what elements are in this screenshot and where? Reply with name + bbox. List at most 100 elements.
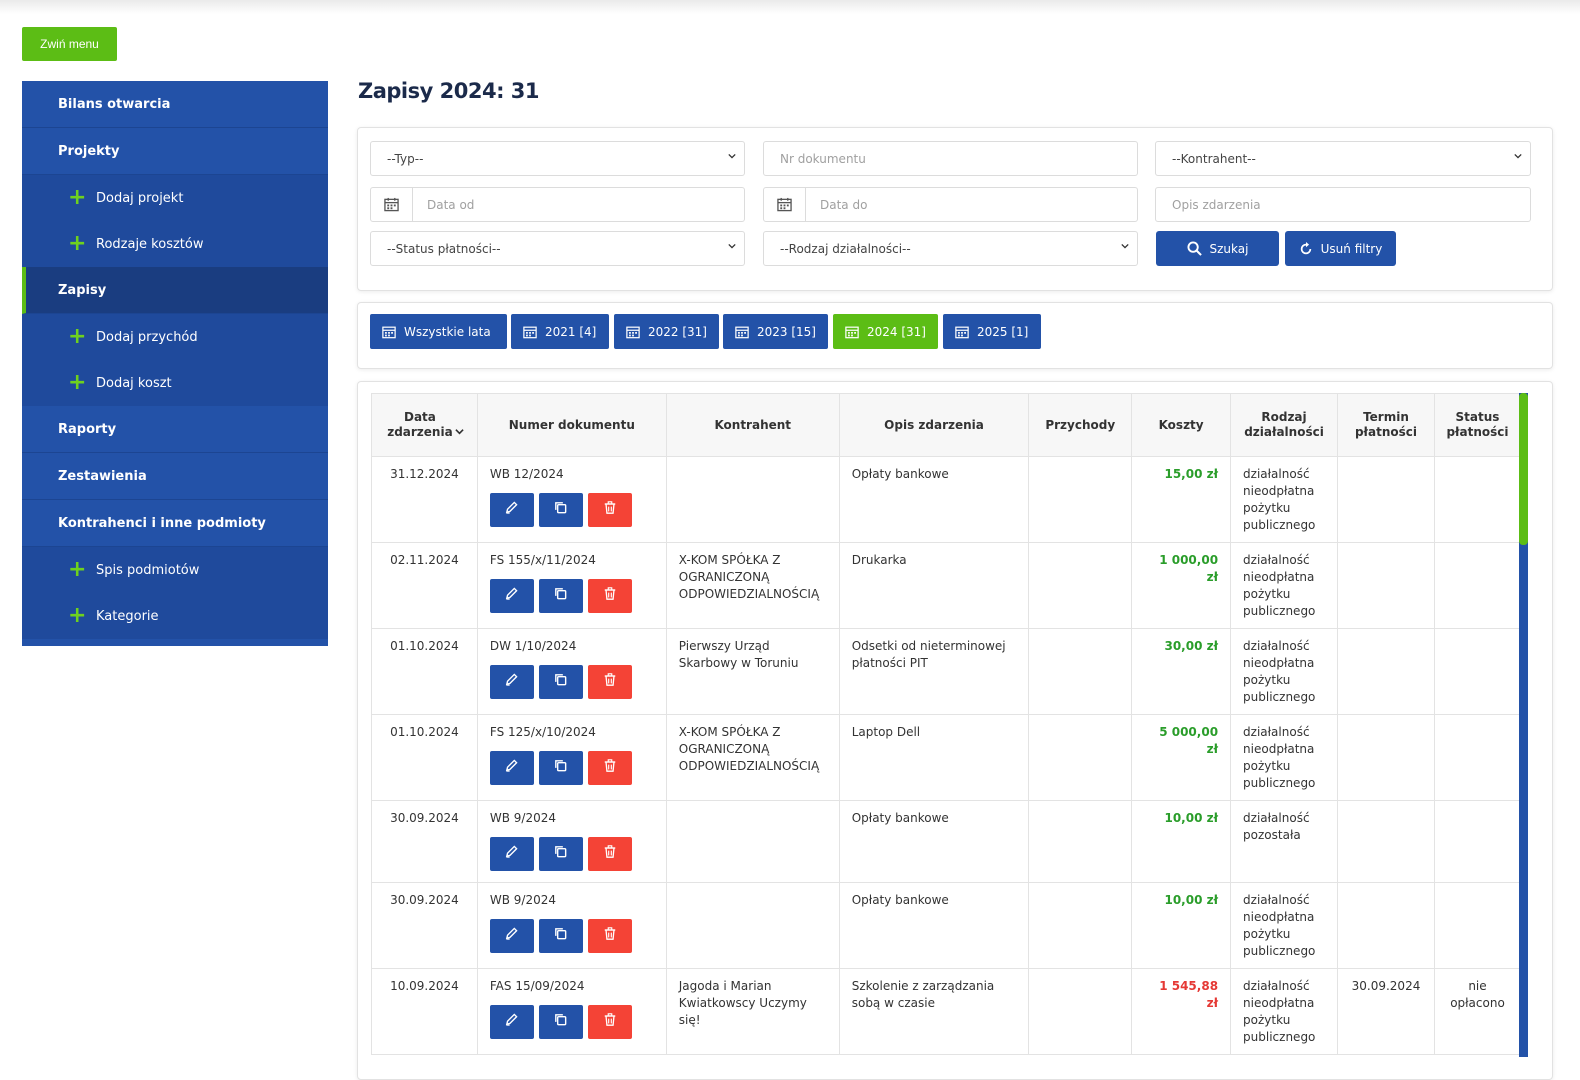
edit-button[interactable] (489, 493, 534, 527)
trash-icon (603, 1012, 617, 1032)
year-tab-label: 2022 [31] (648, 324, 707, 339)
cell-due-date (1337, 628, 1435, 715)
cell-income (1028, 714, 1133, 801)
year-tab-2021[interactable]: 2021 [4] (511, 314, 609, 349)
chevron-down-icon (1121, 243, 1129, 249)
sidebar-item-categories[interactable]: + Kategorie (22, 593, 328, 639)
type-select[interactable]: --Typ-- (370, 141, 745, 176)
doc-number-text: WB 12/2024 (489, 467, 564, 481)
plus-icon: + (68, 370, 87, 395)
calendar-icon[interactable] (371, 188, 413, 221)
pencil-icon (504, 758, 519, 778)
trash-icon (603, 672, 617, 692)
row-actions (489, 579, 654, 613)
year-tab-label: 2023 [15] (757, 324, 816, 339)
plus-icon: + (68, 603, 87, 628)
scrollbar-track[interactable] (1519, 393, 1528, 1057)
edit-button[interactable] (489, 1005, 534, 1039)
collapse-menu-button[interactable]: Zwiń menu (22, 27, 117, 61)
contractor-select[interactable]: --Kontrahent-- (1155, 141, 1531, 176)
pencil-icon (504, 844, 519, 864)
activity-type-select[interactable]: --Rodzaj działalności-- (763, 231, 1138, 266)
date-to-input[interactable]: Data do (763, 187, 1138, 222)
trash-icon (603, 926, 617, 946)
sort-icon[interactable] (455, 427, 464, 436)
scrollbar-thumb[interactable] (1519, 393, 1528, 545)
year-tab-2022[interactable]: 2022 [31] (614, 314, 719, 349)
doc-number-text: WB 9/2024 (489, 893, 557, 907)
sidebar-item-opening-balance[interactable]: Bilans otwarcia (22, 81, 328, 128)
date-from-input[interactable]: Data od (370, 187, 745, 222)
cell-due-date (1337, 456, 1435, 543)
sidebar-item-entity-list[interactable]: + Spis podmiotów (22, 547, 328, 593)
refresh-icon (1300, 241, 1311, 254)
delete-button[interactable] (587, 751, 632, 785)
sidebar-item-entries[interactable]: Zapisy (22, 267, 328, 314)
column-header-description: Opis zdarzenia (838, 393, 1030, 457)
duplicate-button[interactable] (538, 665, 583, 699)
entries-table: Data zdarzenia Numer dokumentu Kontrahen… (371, 393, 1522, 1055)
cell-payment-status (1433, 456, 1522, 543)
delete-button[interactable] (587, 579, 632, 613)
chevron-down-icon (728, 153, 736, 159)
edit-button[interactable] (489, 665, 534, 699)
search-icon (1186, 241, 1202, 256)
clear-filters-button[interactable]: Usuń filtry (1285, 231, 1396, 266)
edit-button[interactable] (489, 751, 534, 785)
cell-doc-number: FS 155/x/11/2024 (476, 542, 667, 629)
doc-number-text: DW 1/10/2024 (489, 639, 577, 653)
doc-number-text: FS 155/x/11/2024 (489, 553, 596, 567)
duplicate-button[interactable] (538, 919, 583, 953)
pencil-icon (504, 500, 519, 520)
cell-contractor: Jagoda i Marian Kwiatkowscy Uczymy się! (665, 968, 840, 1055)
date-from-placeholder: Data od (427, 197, 475, 212)
delete-button[interactable] (587, 665, 632, 699)
year-tab-2024[interactable]: 2024 [31] (833, 314, 938, 349)
description-input[interactable]: Opis zdarzenia (1155, 187, 1531, 222)
sidebar-item-cost-types[interactable]: + Rodzaje kosztów (22, 221, 328, 267)
year-tab-2023[interactable]: 2023 [15] (723, 314, 828, 349)
plus-icon: + (68, 557, 87, 582)
type-select-value: --Typ-- (387, 151, 424, 166)
cell-description: Opłaty bankowe (838, 800, 1030, 883)
payment-status-select[interactable]: --Status płatności-- (370, 231, 745, 266)
duplicate-button[interactable] (538, 579, 583, 613)
sidebar-item-projects[interactable]: Projekty (22, 128, 328, 175)
sidebar-item-contractors[interactable]: Kontrahenci i inne podmioty (22, 500, 328, 547)
calendar-icon[interactable] (764, 188, 806, 221)
sidebar-item-label: Kategorie (96, 608, 159, 624)
year-tab-all[interactable]: Wszystkie lata (370, 314, 507, 349)
sidebar-item-summaries[interactable]: Zestawienia (22, 453, 328, 500)
doc-number-text: WB 9/2024 (489, 811, 557, 825)
sidebar-item-reports[interactable]: Raporty (22, 406, 328, 453)
pencil-icon (504, 1012, 519, 1032)
delete-button[interactable] (587, 493, 632, 527)
delete-button[interactable] (587, 919, 632, 953)
sidebar-item-label: Dodaj projekt (96, 190, 184, 206)
sidebar-item-add-income[interactable]: + Dodaj przychód (22, 314, 328, 360)
duplicate-button[interactable] (538, 1005, 583, 1039)
edit-button[interactable] (489, 579, 534, 613)
sidebar-item-add-cost[interactable]: + Dodaj koszt (22, 360, 328, 406)
duplicate-button[interactable] (538, 837, 583, 871)
column-header-date[interactable]: Data zdarzenia (371, 393, 478, 457)
table-row: 01.10.2024 FS 125/x/10/2024 X-KOM SPÓŁKA Z… (371, 714, 1522, 801)
doc-number-input[interactable]: Nr dokumentu (763, 141, 1138, 176)
row-actions (489, 837, 654, 871)
duplicate-button[interactable] (538, 751, 583, 785)
duplicate-button[interactable] (538, 493, 583, 527)
cell-doc-number: DW 1/10/2024 (476, 628, 667, 715)
delete-button[interactable] (587, 1005, 632, 1039)
column-header-costs: Koszty (1131, 393, 1232, 457)
cell-doc-number: FS 125/x/10/2024 (476, 714, 667, 801)
cell-date: 30.09.2024 (371, 800, 478, 883)
sidebar-item-add-project[interactable]: + Dodaj projekt (22, 175, 328, 221)
year-tab-2025[interactable]: 2025 [1] (943, 314, 1041, 349)
year-tab-label: Wszystkie lata (404, 324, 491, 339)
cell-payment-status (1433, 628, 1522, 715)
cell-payment-status (1433, 800, 1522, 883)
search-button[interactable]: Szukaj (1156, 231, 1279, 266)
edit-button[interactable] (489, 919, 534, 953)
edit-button[interactable] (489, 837, 534, 871)
delete-button[interactable] (587, 837, 632, 871)
